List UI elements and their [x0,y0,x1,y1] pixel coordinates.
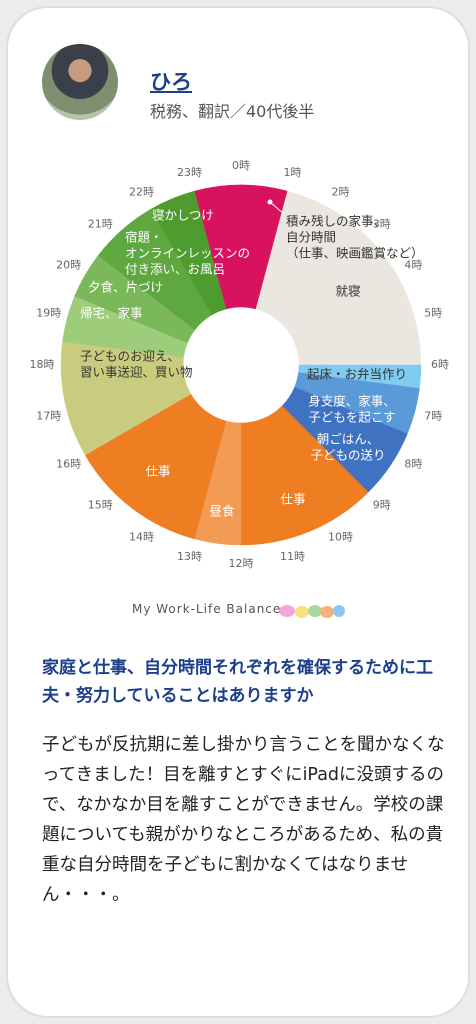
pie-slice [60,341,192,456]
slice-label: 朝ごはん、 [317,432,380,447]
avatar [42,44,118,120]
slice-label: 宿題・ [125,230,163,245]
hour-label: 23時 [177,166,202,179]
hour-label: 11時 [280,550,305,563]
pie-slice [255,190,422,366]
hour-label: 5時 [424,306,442,319]
profile-name[interactable]: ひろ [150,70,192,94]
slice-label: 起床・お弁当作り [307,367,407,382]
slice-label: 子どものお迎え、 [80,349,180,364]
hour-label: 1時 [284,166,302,179]
hour-label: 19時 [36,306,61,319]
slice-label: （仕事、映画鑑賞など） [286,246,424,261]
slice-label: 帰宅、家事 [80,306,143,321]
leader-dot [267,199,273,205]
slice-label: 夕食、片づけ [88,280,163,295]
hour-label: 6時 [431,358,449,371]
hour-label: 8時 [404,458,422,471]
hour-label: 7時 [424,410,442,423]
slice-label: 積み残しの家事、 [286,214,386,229]
hour-label: 21時 [88,217,113,230]
slice-label: 仕事 [145,464,170,479]
hour-label: 0時 [232,159,250,172]
profile-role: 税務、翻訳／40代後半 [150,102,315,121]
slice-label: 就寝 [335,284,360,299]
leader-line [269,201,285,215]
hour-label: 13時 [177,550,202,563]
hour-label: 18時 [30,358,55,371]
slice-label: 付き添い、お風呂 [125,262,225,277]
hour-label: 15時 [88,499,113,512]
hour-label: 14時 [129,530,154,543]
hour-label: 12時 [229,557,254,570]
slice-label: オンラインレッスンの [125,246,250,261]
hour-label: 17時 [36,410,61,423]
slice-label: 子どもを起こす [308,410,395,425]
slice-label: 昼食 [209,504,235,519]
slice-label: 仕事 [280,492,305,507]
hour-label: 9時 [373,499,391,512]
slice-label: 身支度、家事、 [308,394,396,409]
question: 家庭と仕事、自分時間それぞれを確保するために工夫・努力していることはありますか [42,658,433,706]
hour-label: 4時 [404,259,422,272]
hour-label: 2時 [332,186,350,199]
slice-label: 自分時間 [286,230,336,245]
chart-footer: My Work-Life Balance [132,602,282,616]
hour-label: 3時 [373,217,391,230]
pie-slice [240,405,369,546]
hour-label: 22時 [129,186,154,199]
slice-label: 習い事送迎、買い物 [80,365,193,380]
hour-label: 20時 [56,259,81,272]
hour-label: 16時 [56,458,81,471]
hour-label: 10時 [328,530,353,543]
footer-blobs [279,605,345,618]
slice-label: 寝かしつけ [152,208,214,223]
pie-slice [150,190,227,316]
pie-slice [84,393,227,540]
answer: 子どもが反抗期に差し掛かり言うことを聞かなくなってきました！目を離すとすぐにiP… [42,735,445,905]
slice-label: 子どもの送り [310,448,385,463]
